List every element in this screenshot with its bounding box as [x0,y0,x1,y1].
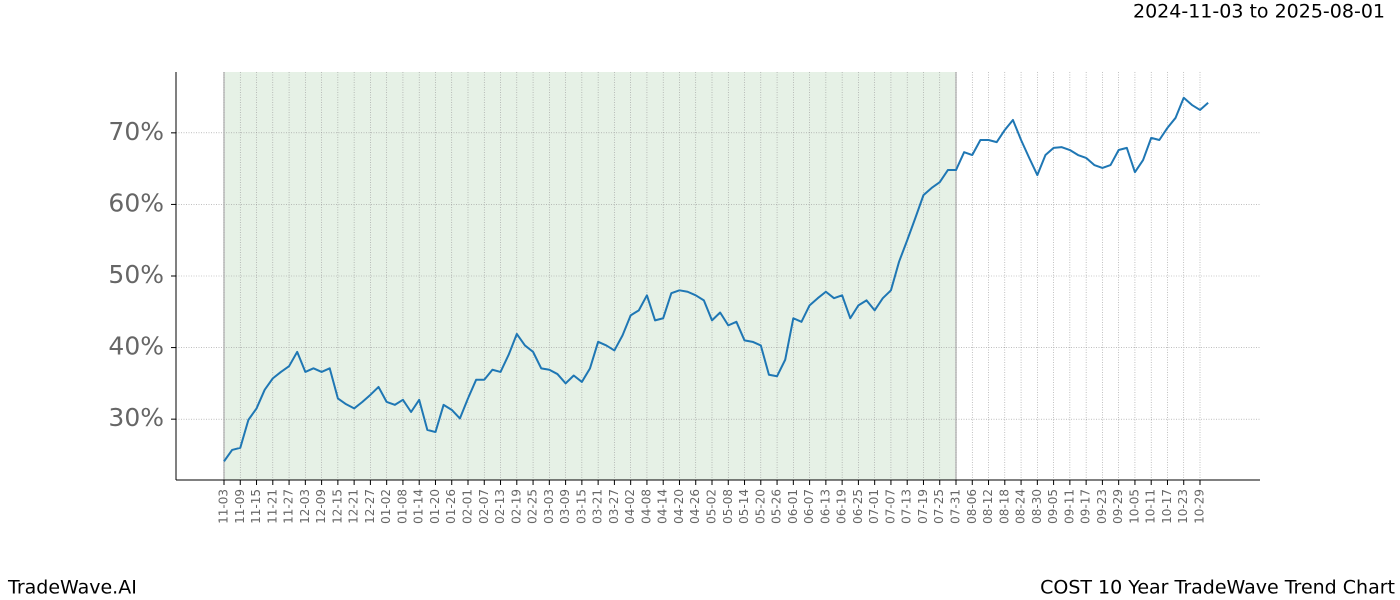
x-tick-label: 10-05 [1127,489,1141,524]
x-tick-label: 12-21 [347,489,361,524]
chart-title: COST 10 Year TradeWave Trend Chart [1040,577,1395,599]
x-tick-label: 06-07 [802,489,816,524]
y-tick-label: 50% [108,260,164,289]
x-tick-label: 11-09 [233,489,247,524]
x-tick-label: 09-29 [1111,489,1125,524]
x-tick-label: 04-02 [623,489,637,524]
x-tick-label: 08-12 [981,489,995,524]
x-tick-label: 05-02 [705,489,719,524]
x-tick-label: 11-27 [282,489,296,524]
x-tick-label: 12-27 [363,489,377,524]
x-tick-label: 01-08 [395,489,409,524]
x-tick-label: 04-20 [672,489,686,524]
x-tick-label: 03-09 [558,489,572,524]
x-tick-label: 02-25 [526,489,540,524]
x-tick-label: 04-08 [639,489,653,524]
x-tick-label: 02-01 [461,489,475,524]
trend-line [223,96,1209,462]
date-range: 2024-11-03 to 2025-08-01 [1133,1,1385,23]
x-tick-label: 10-29 [1193,489,1207,524]
x-tick-label: 11-21 [265,489,279,524]
x-tick-label: 04-26 [688,489,702,524]
x-tick-label: 02-07 [477,489,491,524]
x-tick-label: 08-06 [965,489,979,524]
x-tick-label: 07-13 [900,489,914,524]
x-tick-label: 06-01 [786,489,800,524]
x-tick-label: 01-20 [428,489,442,524]
x-tick-label: 05-20 [753,489,767,524]
y-tick-label: 60% [108,188,164,217]
source: TradeWave.AI [7,577,137,599]
x-tick-label: 07-19 [916,489,930,524]
x-tick-label: 10-11 [1144,489,1158,524]
x-tick-label: 10-17 [1160,489,1174,524]
x-tick-label: 03-03 [542,489,556,524]
y-tick-label: 40% [108,332,164,361]
x-tick-label: 09-05 [1046,489,1060,524]
x-tick-label: 09-11 [1062,489,1076,524]
y-tick-label: 70% [108,117,164,146]
x-tick-label: 01-26 [444,489,458,524]
x-tick-label: 06-19 [835,489,849,524]
x-tick-label: 12-03 [298,489,312,524]
x-tick-label: 04-14 [656,489,670,524]
x-tick-label: 05-14 [737,489,751,524]
x-tick-label: 11-03 [217,489,231,524]
x-tick-label: 02-19 [509,489,523,524]
x-tick-label: 03-15 [574,489,588,524]
x-tick-label: 01-14 [412,489,426,524]
x-tick-label: 03-27 [607,489,621,524]
x-tick-label: 12-09 [314,489,328,524]
x-tick-label: 07-31 [949,489,963,524]
x-tick-label: 07-01 [867,489,881,524]
x-tick-label: 05-26 [770,489,784,524]
x-tick-label: 06-13 [818,489,832,524]
x-tick-label: 05-08 [721,489,735,524]
x-tick-label: 08-18 [997,489,1011,524]
x-tick-label: 03-21 [591,489,605,524]
x-tick-label: 07-07 [883,489,897,524]
x-tick-label: 10-23 [1176,489,1190,524]
x-tick-label: 01-02 [379,489,393,524]
x-tick-label: 07-25 [932,489,946,524]
x-tick-label: 09-17 [1079,489,1093,524]
x-tick-label: 12-15 [330,489,344,524]
x-tick-label: 08-24 [1014,489,1028,524]
y-tick-label: 30% [108,403,164,432]
x-tick-label: 11-15 [249,489,263,524]
x-tick-label: 02-13 [493,489,507,524]
x-tick-label: 08-30 [1030,489,1044,524]
x-tick-label: 09-23 [1095,489,1109,524]
x-tick-label: 06-25 [851,489,865,524]
